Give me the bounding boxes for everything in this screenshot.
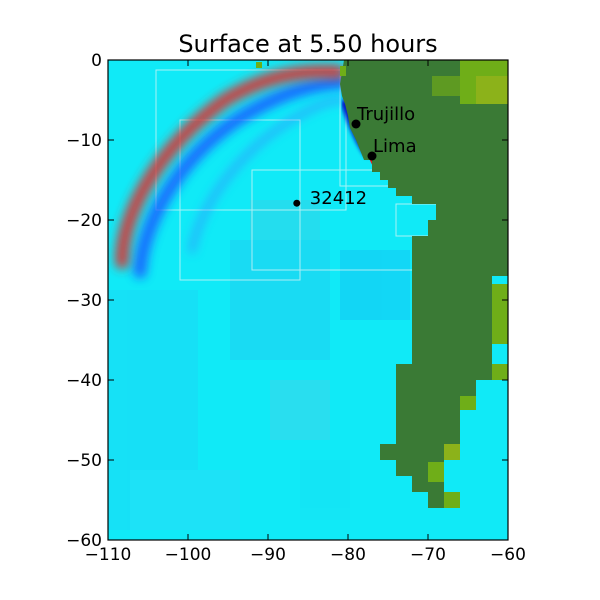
- y-tick-label: −10: [66, 131, 102, 151]
- y-axis: 0 −10 −20 −30 −40 −50 −60: [66, 51, 508, 551]
- marker-label: Lima: [373, 136, 417, 157]
- x-tick-label: −60: [490, 545, 526, 565]
- chart-title: Surface at 5.50 hours: [178, 30, 437, 58]
- x-tick-label: −100: [165, 545, 212, 565]
- ocean-variation: [108, 200, 410, 530]
- x-axis: −110 −100 −90 −80 −70 −60: [85, 60, 526, 565]
- y-tick-label: −60: [66, 531, 102, 551]
- wave-trough: [133, 75, 349, 279]
- wave-trough-inner: [188, 96, 346, 254]
- x-tick-label: −110: [85, 545, 132, 565]
- x-tick-label: −90: [250, 545, 286, 565]
- y-tick-label: −20: [66, 211, 102, 231]
- marker-label: 32412: [310, 188, 367, 209]
- y-tick-label: −50: [66, 451, 102, 471]
- marker-dot: [293, 199, 301, 207]
- y-tick-label: 0: [91, 51, 102, 71]
- south-atlantic-ocean: [444, 410, 508, 540]
- wave-crest: [115, 64, 345, 269]
- land-south-america: [256, 60, 508, 508]
- y-tick-label: −40: [66, 371, 102, 391]
- marker-dot: [367, 151, 377, 161]
- location-markers: Trujillo Lima 32412: [293, 104, 417, 209]
- map-area: [108, 60, 508, 540]
- marker-dot: [351, 119, 361, 129]
- y-tick-label: −30: [66, 291, 102, 311]
- x-tick-label: −70: [410, 545, 446, 565]
- marker-label: Trujillo: [356, 104, 415, 125]
- x-tick-label: −80: [330, 545, 366, 565]
